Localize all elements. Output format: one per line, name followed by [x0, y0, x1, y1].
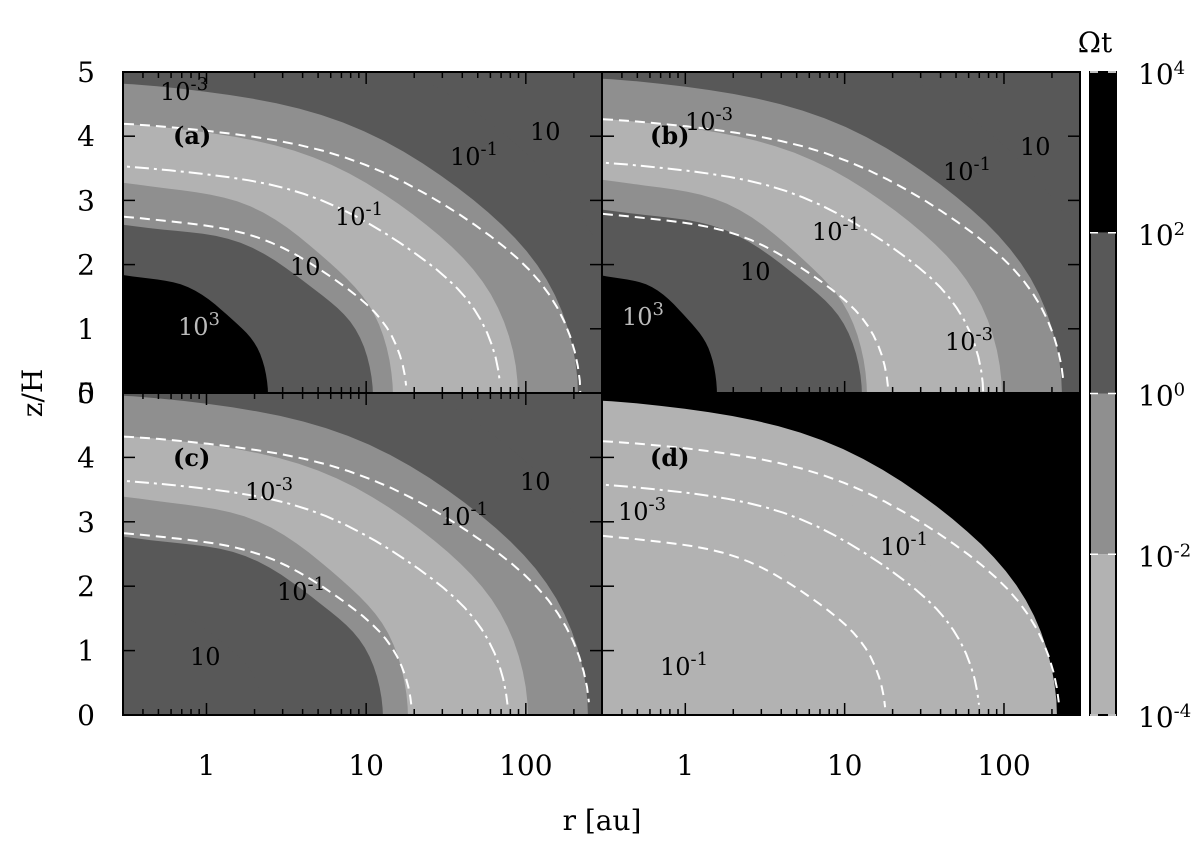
contour-line: [602, 212, 890, 393]
x-tick-label: 10: [348, 749, 384, 782]
y-tick-label: 2: [77, 570, 95, 603]
x-axis-title: r [au]: [563, 804, 642, 837]
colorbar-tick-label: 10-4: [1138, 701, 1191, 734]
contour-line: [123, 532, 413, 708]
contour-label: 10-1: [812, 214, 860, 246]
contour-line: [123, 122, 582, 393]
colorbar-segment: [1090, 232, 1116, 394]
contour-label: 103: [622, 299, 664, 331]
colorbar-segment: [1090, 393, 1116, 555]
contour-line: [602, 440, 1060, 703]
contour-label: 10-1: [335, 199, 383, 231]
colorbar-segment: [1090, 554, 1116, 715]
contour-line: [123, 215, 408, 386]
x-tick-label: 100: [977, 749, 1030, 782]
contour-label: 10-3: [685, 104, 733, 136]
contour-label: 10-3: [160, 74, 208, 106]
band: [602, 275, 717, 393]
contour-label: 10-3: [618, 494, 666, 526]
x-tick-label: 100: [499, 749, 552, 782]
x-tick-label: 10: [827, 749, 863, 782]
panel-label: (b): [650, 121, 690, 150]
colorbar-tick-label: 100: [1138, 380, 1185, 413]
contour-line: [123, 479, 509, 705]
band: [343, 72, 602, 393]
contour-label: 10-1: [943, 154, 991, 186]
contour-label: 10-1: [450, 139, 498, 171]
colorbar-tick-label: 10-2: [1138, 540, 1191, 573]
contour-label: 10-1: [277, 574, 325, 606]
contour-label: 10: [290, 253, 321, 281]
band: [123, 275, 268, 393]
panel-shading: [602, 393, 1080, 715]
band: [602, 627, 707, 715]
y-tick-label: 2: [77, 249, 95, 282]
x-tick-label: 1: [676, 749, 694, 782]
contour-label: 10: [190, 643, 221, 671]
contour-line: [602, 534, 887, 708]
colorbar: 104 102 100 10-2 10-4 Ωt: [1078, 26, 1191, 734]
y-tick-label: 0: [77, 377, 95, 410]
y-tick-label: 1: [77, 635, 95, 668]
band: [123, 607, 263, 715]
contour-label: 10: [530, 118, 561, 146]
contour-line: [123, 435, 590, 703]
panel-ticks: [601, 392, 1081, 716]
colorbar-segment: [1090, 72, 1116, 233]
contour-label: 10: [960, 475, 991, 503]
contour-label: 103: [178, 309, 220, 341]
y-axis-title: z/H: [16, 369, 49, 418]
contour-label: 10: [740, 258, 771, 286]
contour-label: 10-1: [880, 529, 928, 561]
x-tick-label: 1: [198, 749, 216, 782]
contour-label: 10-3: [945, 324, 993, 356]
panel-shading: [123, 72, 602, 393]
panel-ticks: [122, 392, 603, 716]
contour-label: 10: [520, 468, 551, 496]
panel-label: (d): [650, 443, 690, 472]
contour-line: [602, 118, 1065, 381]
panel-c: (c) 10-3 10-1 10 10-1 10: [122, 392, 603, 716]
panel-label: (a): [173, 121, 211, 150]
contour-label: 10-3: [245, 474, 293, 506]
y-tick-label: 1: [77, 313, 95, 346]
panel-d: (d) 10-3 10 10-1 10-1: [601, 392, 1081, 716]
x-tick-labels: 1 10 100 1 10 100: [198, 749, 1031, 782]
panel-a: (a) 10-3 10-1 10 10-1 10 103: [122, 71, 603, 394]
panel-shading: [602, 72, 1080, 393]
colorbar-tick-label: 102: [1138, 219, 1185, 252]
colorbar-tick-label: 104: [1138, 58, 1185, 91]
contour-line: [602, 161, 985, 393]
colorbar-title: Ωt: [1078, 26, 1113, 59]
contour-label: 10-1: [660, 649, 708, 681]
y-tick-label: 0: [77, 699, 95, 732]
panel-label: (c): [173, 443, 210, 472]
y-tick-label: 4: [77, 441, 95, 474]
contour-label: 10-1: [440, 499, 488, 531]
panel-shading: [123, 393, 602, 715]
panel-frame: [601, 392, 1081, 716]
y-tick-label: 4: [77, 120, 95, 153]
contour-label: 10: [1020, 133, 1051, 161]
y-tick-label: 3: [77, 184, 95, 217]
y-tick-label: 5: [77, 56, 95, 89]
contour-line: [123, 165, 501, 384]
contour-line: [602, 483, 980, 705]
y-tick-label: 3: [77, 506, 95, 539]
y-tick-label: 5: [77, 377, 95, 410]
